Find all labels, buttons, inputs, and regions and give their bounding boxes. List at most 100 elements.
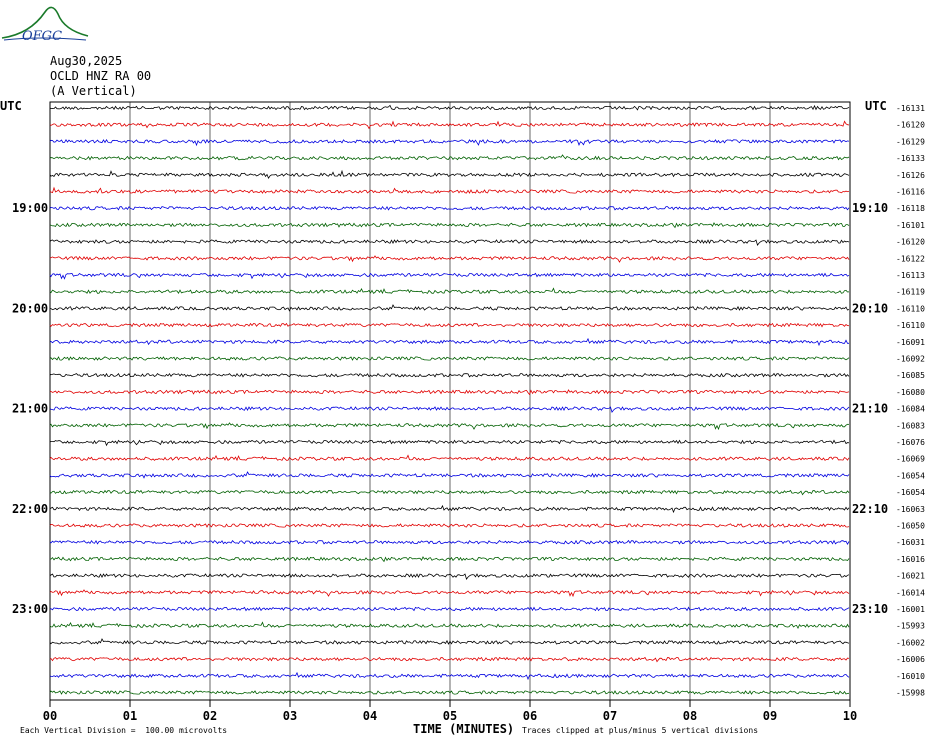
x-tick-label: 09 [763,709,777,723]
trace-offset-label: -16021 [896,572,925,581]
trace-offset-label: -16054 [896,471,925,480]
trace-offset-label: -16063 [896,505,925,514]
trace-line [49,120,850,130]
left-time-label: 22:00 [12,502,48,516]
trace-line [49,454,850,462]
trace-line [49,690,850,695]
trace-offset-label: -16080 [896,388,925,397]
trace-line [49,573,850,580]
trace-line [49,504,850,514]
left-time-label: 20:00 [12,301,48,315]
utc-right-label: UTC [865,99,887,113]
trace-offset-label: -16122 [896,254,925,263]
trace-line [49,372,850,378]
utc-left-label: UTC [0,99,22,113]
trace-offset-label: -16006 [896,655,925,664]
right-time-label: 23:10 [852,602,888,616]
x-tick-label: 00 [43,709,57,723]
logo-text: OFGC [22,29,62,44]
trace-line [49,556,850,563]
x-tick-label: 01 [123,709,137,723]
trace-offset-label: -16120 [896,238,925,247]
ofgc-logo: OFGC [1,6,89,44]
trace-offset-label: -16110 [896,321,925,330]
x-tick-label: 10 [843,709,857,723]
trace-line [49,523,850,528]
trace-line [49,389,850,396]
right-time-label: 22:10 [852,502,888,516]
trace-offset-label: -16001 [896,605,925,614]
trace-line [49,255,850,263]
trace-offset-label: -15993 [896,622,925,631]
trace-line [49,606,850,612]
trace-offset-label: -16119 [896,288,925,297]
left-time-label: 19:00 [12,201,48,215]
trace-line [49,272,850,280]
trace-line [49,539,850,546]
right-time-label: 20:10 [852,301,888,315]
trace-offset-label: -16002 [896,638,925,647]
trace-offset-label: -16014 [896,588,925,597]
trace-offset-label: -16031 [896,538,925,547]
x-tick-label: 04 [363,709,377,723]
trace-line [49,186,850,194]
trace-line [49,589,850,598]
trace-offset-label: -16050 [896,522,925,531]
chart-date: Aug30,2025 [50,54,123,68]
trace-line [49,287,850,295]
trace-offset-label: -16116 [896,188,925,197]
x-tick-label: 02 [203,709,217,723]
trace-offset-label: -16083 [896,421,925,430]
trace-offset-label: -16120 [896,121,925,130]
trace-offset-label: -16126 [896,171,925,180]
trace-line [49,638,850,645]
x-tick-label: 03 [283,709,297,723]
trace-offset-label: -16133 [896,154,925,163]
trace-line [49,169,850,180]
trace-line [49,337,849,347]
trace-line [49,304,850,312]
trace-offset-label: -16091 [896,338,925,347]
trace-line [49,406,850,413]
trace-line [49,471,850,479]
trace-offset-label: -16129 [896,137,925,146]
component-label: (A Vertical) [50,84,137,98]
trace-line [49,138,850,147]
trace-offset-label: -16010 [896,672,925,681]
trace-line [49,656,850,663]
trace-offset-label: -16110 [896,304,925,313]
trace-line [49,322,850,328]
trace-line [49,356,850,361]
trace-line [49,621,850,630]
trace-offset-label: -16113 [896,271,925,280]
trace-offset-label: -16085 [896,371,925,380]
trace-offset-label: -16118 [896,204,925,213]
trace-line [49,104,850,111]
trace-line [49,671,850,681]
x-tick-label: 08 [683,709,697,723]
x-axis-label: TIME (MINUTES) [413,722,515,736]
x-tick-label: 07 [603,709,617,723]
trace-offset-label: -16016 [896,555,925,564]
trace-offset-label: -16054 [896,488,925,497]
right-time-label: 21:10 [852,402,888,416]
trace-line [49,154,850,161]
trace-offset-label: -16092 [896,355,925,364]
right-time-label: 19:10 [852,201,888,215]
trace-offset-label: -16069 [896,455,925,464]
trace-line [49,222,850,229]
trace-line [49,205,850,211]
clip-note: Traces clipped at plus/minus 5 vertical … [522,726,759,735]
trace-offset-label: -16076 [896,438,925,447]
scale-note: Each Vertical Division = 100.00 microvol… [20,726,228,735]
station-name: OCLD HNZ RA 00 [50,69,152,83]
left-time-label: 23:00 [12,602,48,616]
trace-line [49,489,850,496]
trace-line [49,422,850,431]
x-tick-label: 05 [443,709,457,723]
trace-offset-label: -16131 [896,104,925,113]
trace-line [49,439,850,447]
trace-line [49,239,850,246]
left-time-label: 21:00 [12,402,48,416]
